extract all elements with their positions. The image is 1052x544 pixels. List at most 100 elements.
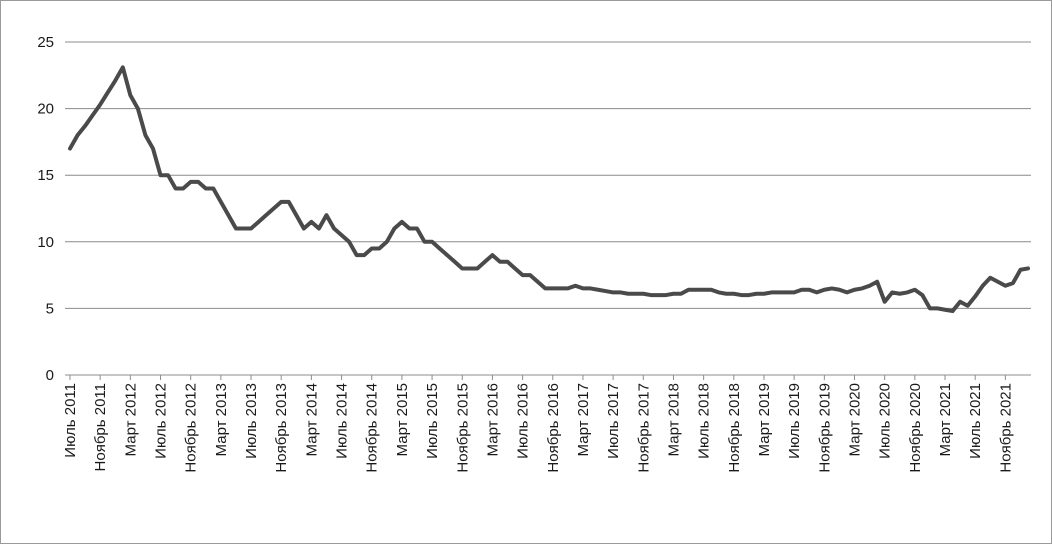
data-point — [143, 133, 147, 137]
data-point — [385, 240, 389, 244]
data-point — [981, 284, 985, 288]
data-point — [551, 286, 555, 290]
data-point — [332, 226, 336, 230]
x-tick-label: Ноябрь 2019 — [816, 383, 833, 473]
data-point — [709, 288, 713, 292]
x-tick-label: Март 2016 — [484, 383, 501, 456]
data-point — [279, 200, 283, 204]
data-point — [181, 187, 185, 191]
x-tick-label: Июль 2016 — [515, 383, 532, 459]
data-point — [558, 286, 562, 290]
x-tick-label: Июль 2015 — [424, 383, 441, 459]
data-point — [762, 292, 766, 296]
data-point — [853, 288, 857, 292]
data-point — [928, 306, 932, 310]
data-point — [958, 300, 962, 304]
data-point — [898, 292, 902, 296]
data-point — [694, 288, 698, 292]
data-point — [588, 286, 592, 290]
data-point — [830, 286, 834, 290]
data-point — [815, 290, 819, 294]
data-point — [528, 273, 532, 277]
data-point — [920, 293, 924, 297]
series-layer — [68, 65, 1030, 314]
x-tick-label: Ноябрь 2016 — [545, 383, 562, 473]
x-tick-label: Июль 2011 — [62, 383, 79, 458]
data-point — [543, 286, 547, 290]
data-point — [309, 220, 313, 224]
data-point — [845, 290, 849, 294]
data-point — [498, 260, 502, 264]
data-point — [264, 213, 268, 217]
data-point — [973, 294, 977, 298]
data-point — [792, 290, 796, 294]
data-point — [883, 300, 887, 304]
data-point — [475, 266, 479, 270]
data-point — [566, 286, 570, 290]
x-tick-label: Ноябрь 2017 — [635, 383, 652, 473]
x-tick-label: Март 2017 — [575, 383, 592, 456]
data-point — [430, 240, 434, 244]
x-tick-label: Июль 2019 — [786, 383, 803, 459]
data-point — [807, 288, 811, 292]
data-point — [151, 147, 155, 151]
x-tick-label: Ноябрь 2012 — [183, 383, 200, 473]
data-point — [370, 246, 374, 250]
data-point — [724, 292, 728, 296]
data-point — [641, 292, 645, 296]
data-point — [619, 290, 623, 294]
data-point — [777, 290, 781, 294]
data-point — [91, 113, 95, 117]
data-point — [362, 253, 366, 257]
grid-lines — [65, 41, 1031, 309]
x-tick-label: Март 2019 — [756, 383, 773, 456]
data-point — [407, 226, 411, 230]
data-point — [754, 292, 758, 296]
x-tick-label: Июль 2018 — [696, 383, 713, 459]
x-tick-label: Март 2020 — [847, 383, 864, 456]
data-point — [174, 187, 178, 191]
data-point — [634, 292, 638, 296]
data-point — [581, 286, 585, 290]
data-point — [219, 200, 223, 204]
data-point — [272, 207, 276, 210]
data-point — [468, 266, 472, 270]
data-point — [211, 187, 215, 191]
data-point — [988, 276, 992, 280]
data-point — [324, 213, 328, 217]
data-point — [785, 290, 789, 294]
x-axis-tick-labels: Июль 2011 Ноябрь 2011 Март 2012 Июль 2012 Но… — [62, 383, 1014, 473]
data-point — [671, 292, 675, 296]
data-point — [679, 292, 683, 296]
data-point — [302, 226, 306, 230]
data-point — [113, 79, 117, 83]
data-point — [400, 220, 404, 224]
x-tick-label: Март 2015 — [394, 383, 411, 456]
data-point — [98, 103, 102, 107]
x-tick-label: Июль 2017 — [605, 383, 622, 459]
data-point — [513, 266, 517, 270]
data-point — [490, 253, 494, 257]
x-tick-label: Март 2012 — [122, 383, 139, 456]
data-point — [687, 288, 691, 292]
data-point — [966, 304, 970, 308]
data-point — [717, 290, 721, 294]
x-tick-label: Ноябрь 2011 — [92, 383, 109, 471]
data-point — [1018, 268, 1022, 272]
data-point — [453, 260, 457, 264]
data-point — [521, 273, 525, 277]
data-point — [800, 288, 804, 292]
data-point — [166, 173, 170, 177]
data-point — [1026, 266, 1030, 270]
data-point — [747, 293, 751, 297]
data-point — [76, 133, 80, 137]
data-point — [739, 293, 743, 297]
x-tick-label: Ноябрь 2013 — [273, 383, 290, 473]
data-point — [656, 293, 660, 297]
x-tick-label: Ноябрь 2018 — [726, 383, 743, 473]
data-point — [294, 213, 298, 217]
data-point — [905, 290, 909, 294]
data-point — [287, 200, 291, 204]
data-point — [234, 226, 238, 230]
